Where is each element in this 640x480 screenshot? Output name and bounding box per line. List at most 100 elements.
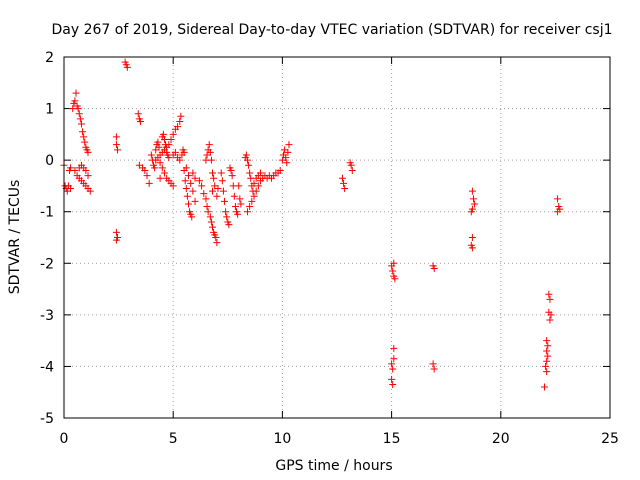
data-point (544, 342, 552, 350)
data-point (77, 120, 85, 128)
data-point (547, 311, 555, 319)
data-point (176, 156, 184, 164)
x-tick-label: 0 (60, 431, 69, 447)
data-point (151, 164, 159, 172)
data-point (182, 164, 190, 172)
data-point (207, 218, 215, 226)
data-point (147, 151, 155, 159)
data-point (188, 213, 196, 221)
data-point (348, 166, 356, 174)
data-point (86, 187, 94, 195)
data-point (205, 141, 213, 149)
data-point (74, 105, 82, 113)
data-point (181, 177, 189, 185)
data-point (81, 138, 89, 146)
data-point (209, 169, 217, 177)
data-point (389, 267, 397, 275)
data-point (283, 159, 291, 167)
data-point (204, 208, 212, 216)
x-tick-label: 5 (169, 431, 178, 447)
data-point (236, 195, 244, 203)
y-tick-labels: -5 -4 -3 -2 -1 0 1 2 (40, 50, 54, 427)
data-point (230, 192, 238, 200)
data-point (250, 192, 258, 200)
data-point (209, 223, 217, 231)
data-point (545, 290, 553, 298)
data-point (243, 208, 251, 216)
data-point (209, 187, 217, 195)
data-point (75, 110, 83, 118)
data-point (183, 192, 191, 200)
data-point (67, 185, 75, 193)
y-tick-label: 1 (45, 102, 54, 118)
data-point (206, 213, 214, 221)
data-point (245, 161, 253, 169)
data-point (543, 337, 551, 345)
data-point (213, 192, 221, 200)
data-point (391, 275, 399, 283)
data-point (285, 141, 293, 149)
x-axis-label: GPS time / hours (275, 458, 392, 474)
y-tick-label: 2 (45, 50, 54, 66)
data-point (189, 187, 197, 195)
data-point (468, 234, 476, 241)
data-point (156, 159, 164, 167)
data-point (388, 360, 396, 368)
x-tick-label: 10 (273, 431, 291, 447)
data-point (160, 136, 168, 144)
data-point (248, 197, 256, 205)
data-point (167, 136, 175, 144)
data-point (390, 344, 398, 352)
data-point (225, 221, 233, 229)
data-point (176, 117, 184, 125)
data-point (243, 156, 251, 164)
data-point (542, 362, 550, 370)
y-tick-label: 0 (45, 153, 54, 169)
data-point (468, 244, 476, 252)
y-tick-label: -3 (40, 308, 54, 324)
data-point (430, 365, 438, 373)
data-point (82, 166, 90, 174)
data-point (234, 210, 242, 218)
data-point (221, 197, 229, 205)
data-point (177, 112, 185, 120)
data-point (134, 110, 142, 118)
chart-title: Day 267 of 2019, Sidereal Day-to-day VTE… (51, 22, 612, 38)
data-point (195, 177, 203, 185)
data-point (112, 228, 120, 236)
data-point (112, 133, 120, 141)
data-point (184, 200, 192, 208)
data-point (390, 259, 398, 267)
data-point (174, 123, 182, 131)
data-point (207, 156, 215, 164)
data-point (189, 169, 197, 177)
x-tick-label: 20 (492, 431, 510, 447)
data-point (212, 234, 220, 241)
data-point (246, 169, 254, 177)
data-point (156, 174, 164, 182)
data-point (84, 148, 92, 156)
data-point (71, 166, 79, 174)
data-point (276, 166, 284, 174)
data-point (123, 63, 131, 71)
data-point (231, 203, 239, 211)
data-point (540, 383, 548, 391)
data-point (80, 133, 88, 141)
data-point (219, 187, 227, 195)
data-point (250, 179, 258, 187)
data-point (218, 177, 226, 185)
data-point (158, 164, 166, 172)
data-point (390, 355, 398, 363)
data-point (429, 360, 437, 368)
data-point (338, 174, 346, 182)
data-point (200, 190, 208, 198)
data-point (187, 179, 195, 187)
data-point (145, 179, 153, 187)
data-point (154, 138, 162, 146)
y-tick-label: -1 (40, 205, 54, 221)
data-point (242, 151, 250, 159)
data-point (198, 182, 206, 190)
data-point (169, 130, 177, 138)
data-point (341, 185, 349, 193)
